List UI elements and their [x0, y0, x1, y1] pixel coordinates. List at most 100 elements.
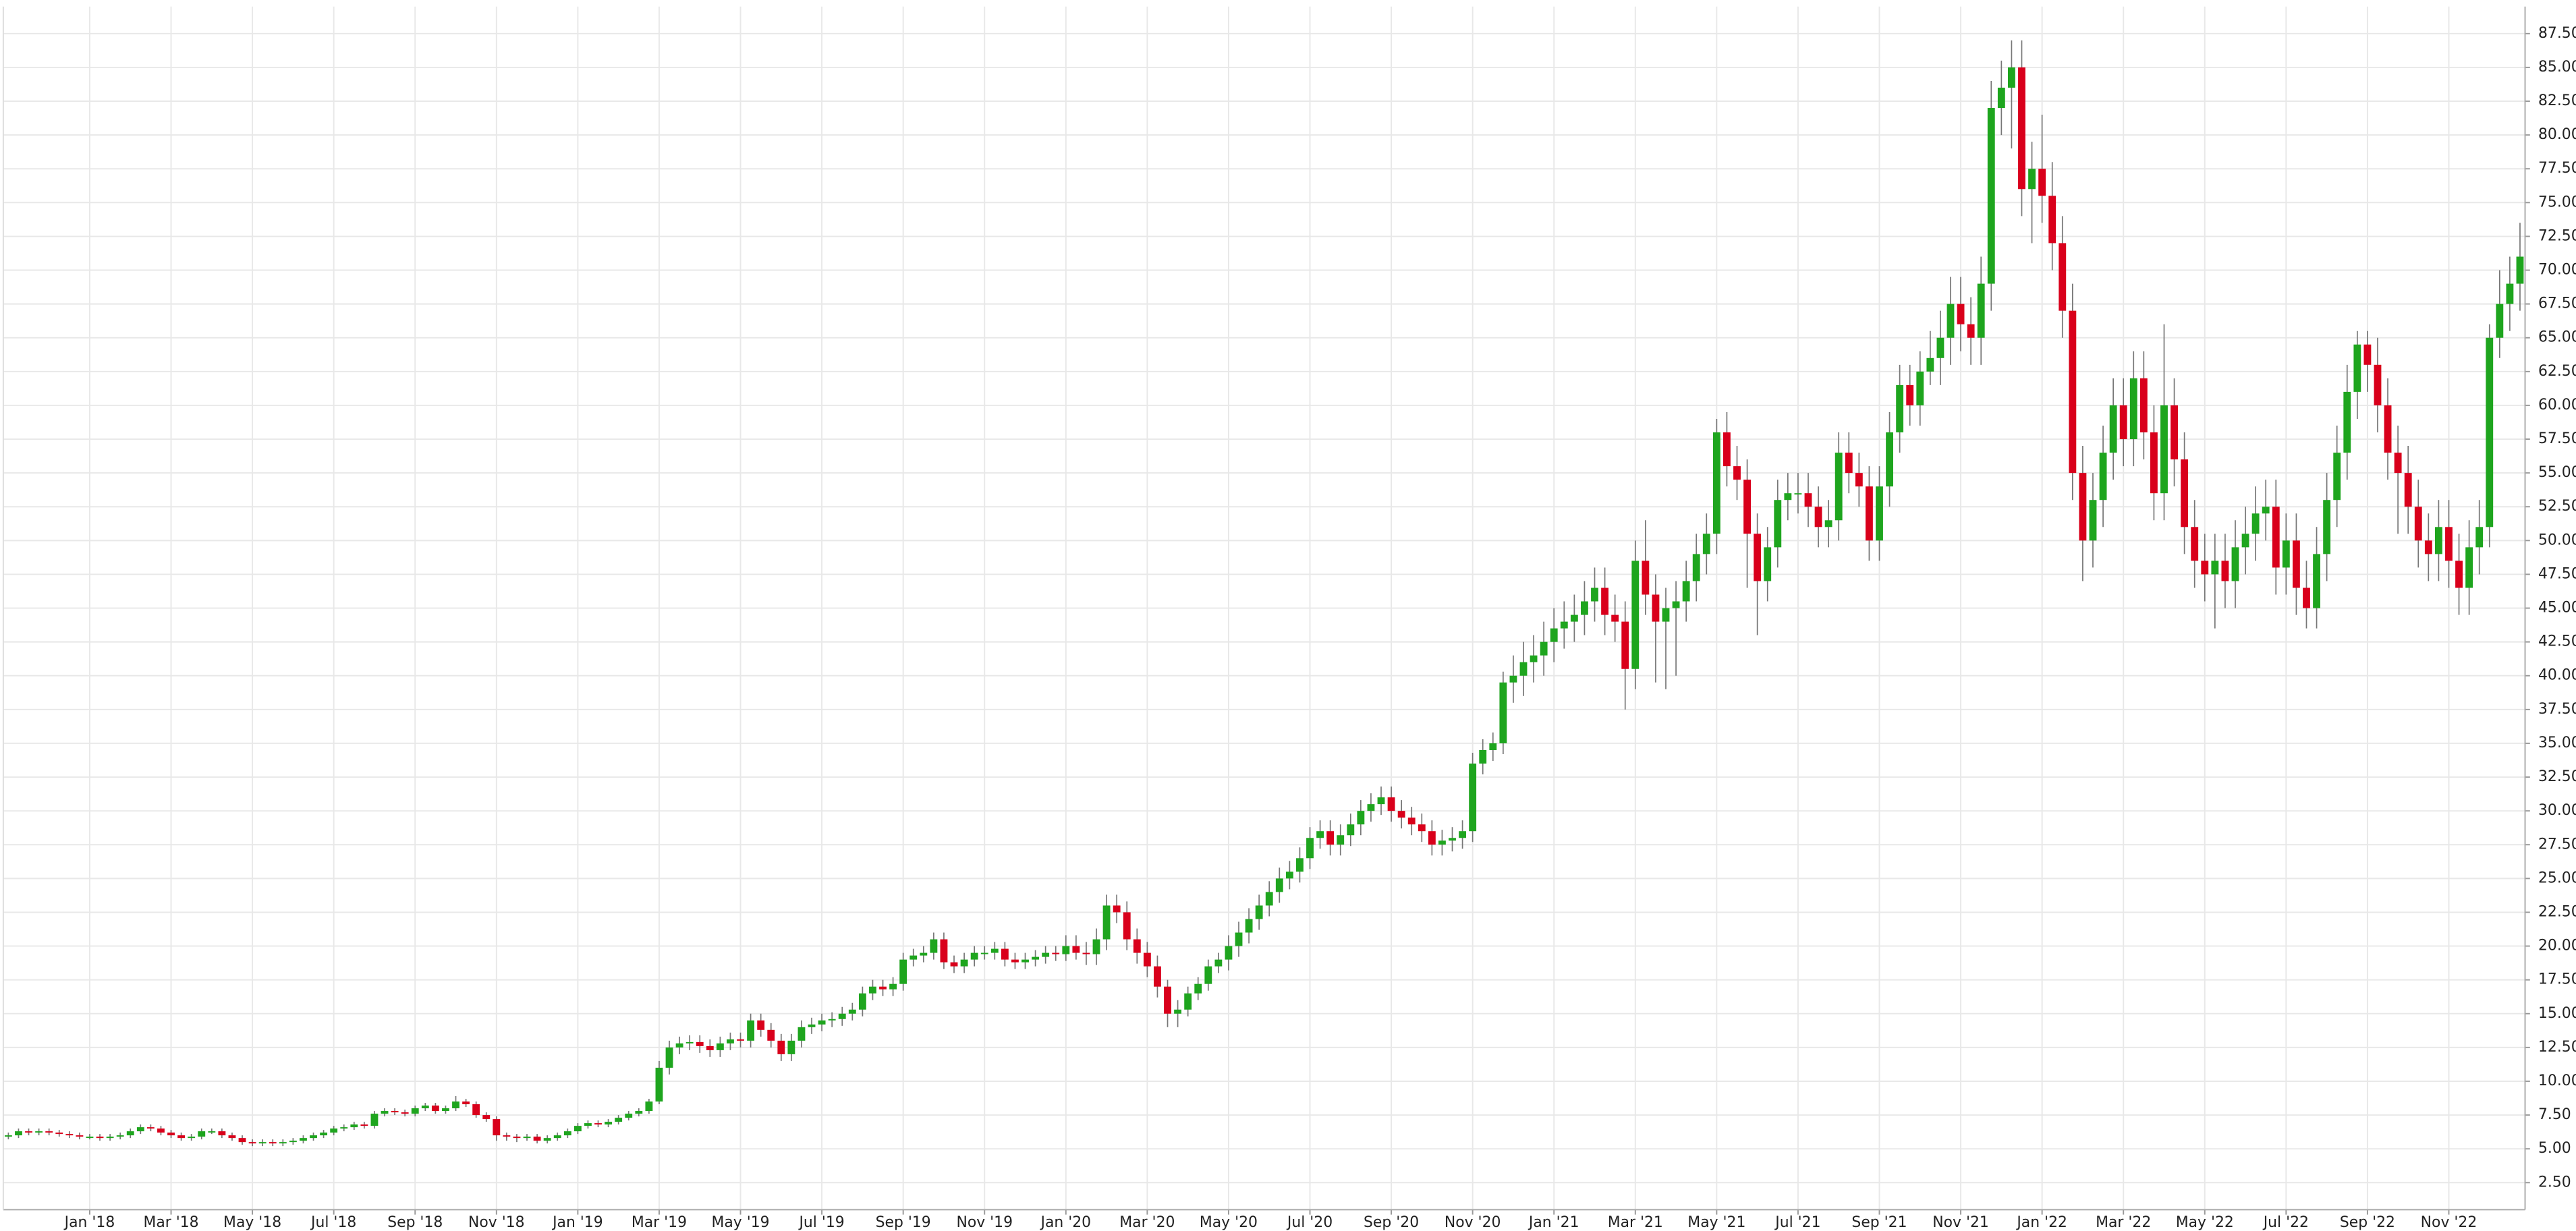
candle-body	[1489, 743, 1497, 750]
x-tick-label: May '20	[1200, 1214, 1258, 1231]
y-tick-label: 55.00	[2538, 464, 2576, 481]
candle-body	[1601, 588, 1609, 615]
candle-body	[1774, 500, 1782, 548]
candle-body	[1957, 304, 1965, 324]
candle-body	[1479, 749, 1487, 764]
candle-body	[320, 1133, 328, 1136]
candle-body	[930, 939, 938, 953]
candle-body	[1855, 473, 1863, 487]
candle-body	[1306, 838, 1314, 859]
candle-body	[1296, 858, 1304, 872]
y-tick-label: 37.50	[2538, 701, 2576, 718]
candle-body	[310, 1135, 317, 1139]
candle-body	[1337, 835, 1345, 845]
candle-body	[1154, 966, 1161, 987]
y-tick-label: 62.50	[2538, 363, 2576, 380]
x-tick-label: Jul '18	[310, 1214, 356, 1231]
candle-body	[1113, 905, 1121, 913]
candle-body	[442, 1108, 449, 1112]
candle-body	[472, 1104, 480, 1116]
candle-body	[411, 1108, 419, 1114]
candle-body	[1967, 324, 1975, 338]
candle-body	[1987, 108, 1995, 284]
candle-body	[1397, 811, 1405, 818]
candle-body	[421, 1106, 429, 1109]
candle-body	[1001, 948, 1009, 960]
candle-body	[2313, 554, 2320, 608]
candle-body	[4, 1135, 12, 1137]
candle-body	[869, 986, 876, 994]
candle-body	[1459, 831, 1467, 838]
candle-body	[1906, 384, 1914, 405]
x-tick-label: Mar '22	[2096, 1214, 2151, 1231]
candle-body	[584, 1123, 592, 1126]
candle-body	[370, 1114, 379, 1126]
x-tick-label: Jan '18	[63, 1214, 115, 1231]
candle-body	[2506, 283, 2514, 304]
candle-body	[2434, 527, 2442, 554]
candle-body	[2363, 344, 2372, 365]
candle-body	[848, 1009, 856, 1014]
candle-body	[1265, 892, 1273, 906]
x-tick-label: Jan '21	[1528, 1214, 1579, 1231]
candle-body	[1733, 466, 1741, 480]
candle-body	[2211, 561, 2219, 575]
candle-body	[1438, 840, 1446, 845]
candle-body	[1550, 628, 1558, 642]
candle-body	[737, 1039, 744, 1041]
candle-body	[635, 1111, 643, 1114]
candle-body	[116, 1135, 124, 1137]
candle-body	[2282, 540, 2290, 568]
x-tick-label: Mar '18	[143, 1214, 198, 1231]
x-tick-label: Mar '19	[632, 1214, 687, 1231]
candle-body	[2048, 196, 2056, 244]
candle-body	[605, 1122, 613, 1125]
candle-body	[1357, 811, 1365, 825]
candle-body	[970, 952, 978, 960]
candle-body	[157, 1128, 165, 1133]
candle-body	[1245, 919, 1253, 933]
candle-body	[2323, 500, 2331, 554]
candle-body	[1784, 493, 1792, 500]
candle-body	[1164, 986, 1171, 1014]
candle-body	[1509, 675, 1517, 683]
candle-body	[2516, 256, 2524, 284]
candle-body	[2303, 588, 2310, 608]
candle-body	[2018, 67, 2025, 190]
candle-body	[2251, 513, 2260, 534]
y-tick-label: 72.50	[2538, 227, 2576, 244]
x-tick-label: Nov '18	[468, 1214, 525, 1231]
candle-body	[1102, 905, 1111, 940]
x-tick-label: Sep '18	[387, 1214, 443, 1231]
candle-body	[1743, 480, 1751, 534]
x-tick-label: Jul '21	[1774, 1214, 1820, 1231]
candle-body	[1407, 818, 1416, 825]
candle-body	[573, 1126, 582, 1132]
candle-body	[2486, 337, 2494, 527]
candle-body	[1540, 641, 1548, 656]
candle-body	[1326, 831, 1335, 845]
candle-body	[1449, 838, 1456, 841]
candle-body	[1499, 682, 1507, 743]
y-tick-label: 17.50	[2538, 971, 2576, 988]
candle-body	[2119, 405, 2127, 440]
x-tick-label: Jul '19	[797, 1214, 844, 1231]
candle-body	[2089, 500, 2097, 541]
candle-body	[1377, 797, 1385, 805]
candle-body	[1235, 932, 1243, 946]
candle-body	[238, 1138, 246, 1143]
y-tick-label: 25.00	[2538, 869, 2576, 886]
candle-body	[858, 993, 866, 1010]
x-tick-label: Jan '20	[1040, 1214, 1092, 1231]
candle-body	[757, 1020, 765, 1030]
candle-body	[2191, 527, 2199, 561]
y-tick-label: 30.00	[2538, 802, 2576, 819]
x-tick-label: May '19	[711, 1214, 769, 1231]
x-tick-label: Sep '19	[876, 1214, 931, 1231]
candle-body	[767, 1029, 775, 1041]
candle-body	[828, 1019, 836, 1021]
candle-body	[431, 1106, 439, 1112]
candle-body	[2475, 527, 2484, 548]
